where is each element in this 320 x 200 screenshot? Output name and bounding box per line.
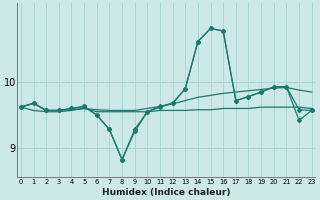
X-axis label: Humidex (Indice chaleur): Humidex (Indice chaleur) — [102, 188, 230, 197]
